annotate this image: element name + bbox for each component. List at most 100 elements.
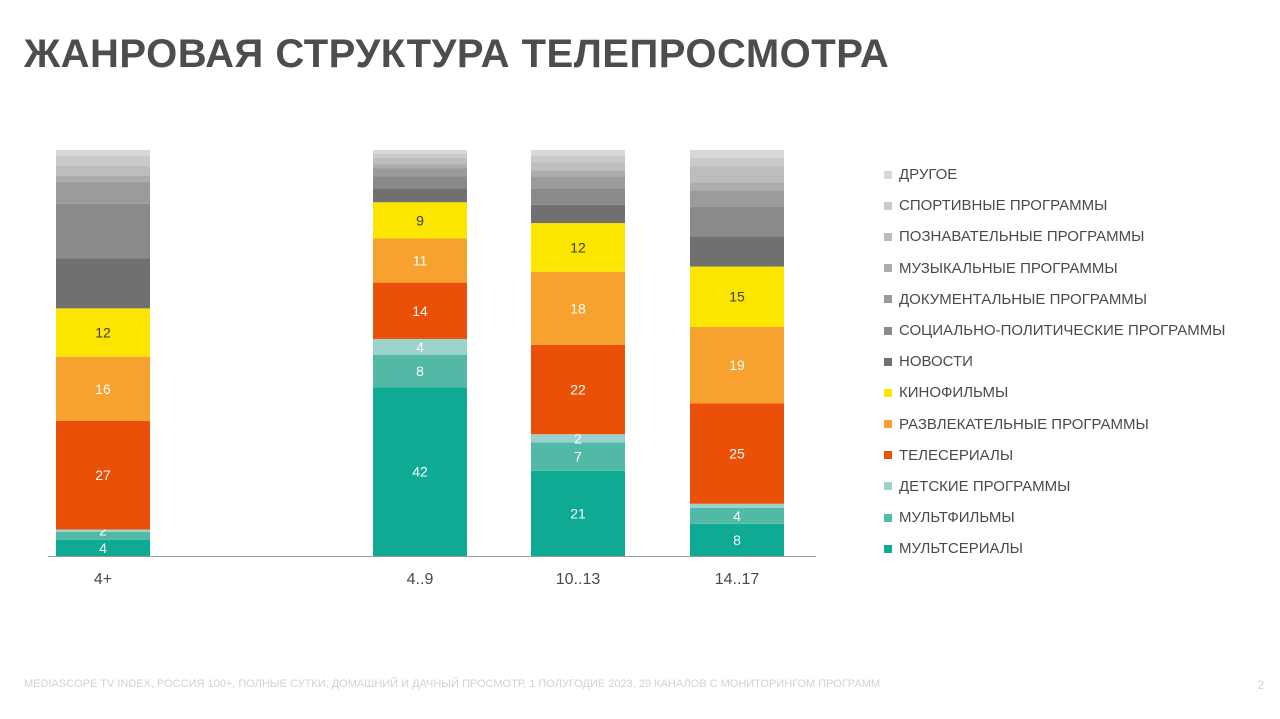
legend-item-социально-политические-программы: СОЦИАЛЬНО-ПОЛИТИЧЕСКИЕ ПРОГРАММЫ <box>884 315 1225 346</box>
bar-segment-4-мультсериалы <box>56 539 150 556</box>
bar-segment-4-музыкальные-программы <box>56 175 150 182</box>
bar-segment-4-9-познавательные-программы <box>373 158 467 165</box>
legend-swatch <box>884 482 892 491</box>
bar-segment-4-кинофильмы <box>56 308 150 357</box>
data-label-14-17-развлекательные-программы: 19 <box>729 357 745 373</box>
legend-item-развлекательные-программы: РАЗВЛЕКАТЕЛЬНЫЕ ПРОГРАММЫ <box>884 409 1225 440</box>
bar-segment-10-13-музыкальные-программы <box>531 170 625 177</box>
bar-segment-4-9-мультфильмы <box>373 355 467 388</box>
data-label-10-13-кинофильмы: 12 <box>570 239 586 255</box>
bar-segment-4-9-мультсериалы <box>373 387 467 556</box>
legend-swatch <box>884 201 892 210</box>
legend-item-другое: ДРУГОЕ <box>884 159 1225 190</box>
data-label-4-телесериалы: 27 <box>95 467 111 483</box>
legend-swatch <box>884 357 892 366</box>
legend-label: МУЛЬТФИЛЬМЫ <box>899 509 1015 527</box>
bar-segment-4-9-музыкальные-программы <box>373 164 467 169</box>
legend-label: МУЛЬТСЕРИАЛЫ <box>899 540 1023 558</box>
chart-legend: ДРУГОЕ СПОРТИВНЫЕ ПРОГРАММЫ ПОЗНАВАТЕЛЬНЫЕ… <box>884 159 1225 564</box>
data-label-4-9-детские-программы: 4 <box>416 339 424 355</box>
legend-label: ДОКУМЕНТАЛЬНЫЕ ПРОГРАММЫ <box>899 290 1148 308</box>
bar-segment-14-17-развлекательные-программы <box>690 326 784 404</box>
bar-segment-4-документальные-программы <box>56 181 150 204</box>
bar-segment-14-17-социально-политические-программы <box>690 206 784 237</box>
bar-segment-14-17-кинофильмы <box>690 266 784 327</box>
data-label-14-17-телесериалы: 25 <box>729 445 745 461</box>
bar-segment-14-17-телесериалы <box>690 403 784 504</box>
bar-segment-14-17-документальные-программы <box>690 190 784 207</box>
bar-segment-4-9-телесериалы <box>373 282 467 339</box>
data-label-4-9-развлекательные-программы: 11 <box>413 253 428 269</box>
data-label-4-9-кинофильмы: 9 <box>416 212 424 228</box>
legend-label: СПОРТИВНЫЕ ПРОГРАММЫ <box>899 197 1108 215</box>
data-label-4-9-мультфильмы: 8 <box>416 363 424 379</box>
legend-swatch <box>884 388 892 397</box>
legend-label: РАЗВЛЕКАТЕЛЬНЫЕ ПРОГРАММЫ <box>899 415 1149 433</box>
bar-segment-10-13-детские-программы <box>531 434 625 443</box>
legend-label: ТЕЛЕСЕРИАЛЫ <box>899 446 1014 464</box>
bar-segment-10-13-другое <box>531 150 625 157</box>
bar-segment-14-17-познавательные-программы <box>690 166 784 183</box>
bar-segment-14-17-детские-программы <box>690 503 784 508</box>
data-label-10-13-детские-программы: 2 <box>574 430 582 446</box>
x-tick-label-4-9: 4..9 <box>407 571 434 588</box>
legend-swatch <box>884 326 892 335</box>
bar-segment-4-другое <box>56 150 150 156</box>
page-number: 2 <box>1257 678 1264 692</box>
bar-segment-10-13-новости <box>531 204 625 224</box>
data-label-14-17-мультсериалы: 8 <box>733 532 741 548</box>
legend-label: ДЕТСКИЕ ПРОГРАММЫ <box>899 477 1071 495</box>
bar-segment-4-9-документальные-программы <box>373 168 467 177</box>
bar-segment-4-9-другое <box>373 150 467 155</box>
bar-segment-10-13-кинофильмы <box>531 223 625 272</box>
bar-segment-10-13-социально-политические-программы <box>531 188 625 205</box>
legend-item-телесериалы: ТЕЛЕСЕРИАЛЫ <box>884 440 1225 471</box>
legend-swatch <box>884 451 892 460</box>
data-label-4-9-мультсериалы: 42 <box>412 464 428 480</box>
bar-segment-4-9-развлекательные-программы <box>373 238 467 283</box>
bar-segment-14-17-другое <box>690 150 784 159</box>
legend-label: МУЗЫКАЛЬНЫЕ ПРОГРАММЫ <box>899 259 1118 277</box>
data-label-4-детские-программы: 2 <box>99 523 107 539</box>
bar-segment-14-17-спортивные-программы <box>690 158 784 167</box>
bar-segment-4-социально-политические-программы <box>56 203 150 259</box>
legend-label: КИНОФИЛЬМЫ <box>899 384 1009 402</box>
data-label-10-13-мультсериалы: 21 <box>570 505 586 521</box>
bar-segment-4-познавательные-программы <box>56 165 150 176</box>
legend-item-познавательные-программы: ПОЗНАВАТЕЛЬНЫЕ ПРОГРАММЫ <box>884 221 1225 252</box>
bar-segment-4-9-социально-политические-программы <box>373 176 467 189</box>
bar-segment-10-13-познавательные-программы <box>531 162 625 171</box>
bar-segment-10-13-развлекательные-программы <box>531 271 625 345</box>
legend-item-новости: НОВОСТИ <box>884 346 1225 377</box>
x-tick-label-10-13: 10..13 <box>556 571 601 588</box>
data-label-10-13-развлекательные-программы: 18 <box>570 300 586 316</box>
bar-segment-14-17-музыкальные-программы <box>690 182 784 191</box>
bar-segment-4-телесериалы <box>56 420 150 530</box>
bar-segment-10-13-документальные-программы <box>531 176 625 189</box>
legend-item-музыкальные-программы: МУЗЫКАЛЬНЫЕ ПРОГРАММЫ <box>884 253 1225 284</box>
bar-segment-10-13-спортивные-программы <box>531 156 625 163</box>
bar-segment-10-13-мультсериалы <box>531 470 625 556</box>
bar-segment-10-13-телесериалы <box>531 344 625 435</box>
data-label-4-9-телесериалы: 14 <box>412 303 428 319</box>
legend-item-кинофильмы: КИНОФИЛЬМЫ <box>884 377 1225 408</box>
legend-item-документальные-программы: ДОКУМЕНТАЛЬНЫЕ ПРОГРАММЫ <box>884 284 1225 315</box>
bar-segment-14-17-новости <box>690 236 784 267</box>
x-tick-label-14-17: 14..17 <box>715 571 760 588</box>
data-label-4-мультсериалы: 4 <box>99 540 107 556</box>
legend-label: СОЦИАЛЬНО-ПОЛИТИЧЕСКИЕ ПРОГРАММЫ <box>899 322 1226 340</box>
bar-segment-4-9-новости <box>373 188 467 203</box>
bar-segment-4-9-кинофильмы <box>373 202 467 239</box>
bar-segment-14-17-мультсериалы <box>690 523 784 556</box>
legend-label: ДРУГОЕ <box>899 166 958 184</box>
legend-swatch <box>884 170 892 179</box>
page-title: ЖАНРОВАЯ СТРУКТУРА ТЕЛЕПРОСМОТРА <box>24 32 890 76</box>
bar-segment-4-9-спортивные-программы <box>373 154 467 159</box>
bar-segment-4-мультфильмы <box>56 531 150 540</box>
bar-segment-4-развлекательные-программы <box>56 356 150 421</box>
bar-segment-14-17-мультфильмы <box>690 507 784 524</box>
bar-segment-4-новости <box>56 258 150 309</box>
data-label-10-13-мультфильмы: 7 <box>574 449 582 465</box>
legend-swatch <box>884 544 892 553</box>
bar-segment-10-13-мультфильмы <box>531 442 625 471</box>
